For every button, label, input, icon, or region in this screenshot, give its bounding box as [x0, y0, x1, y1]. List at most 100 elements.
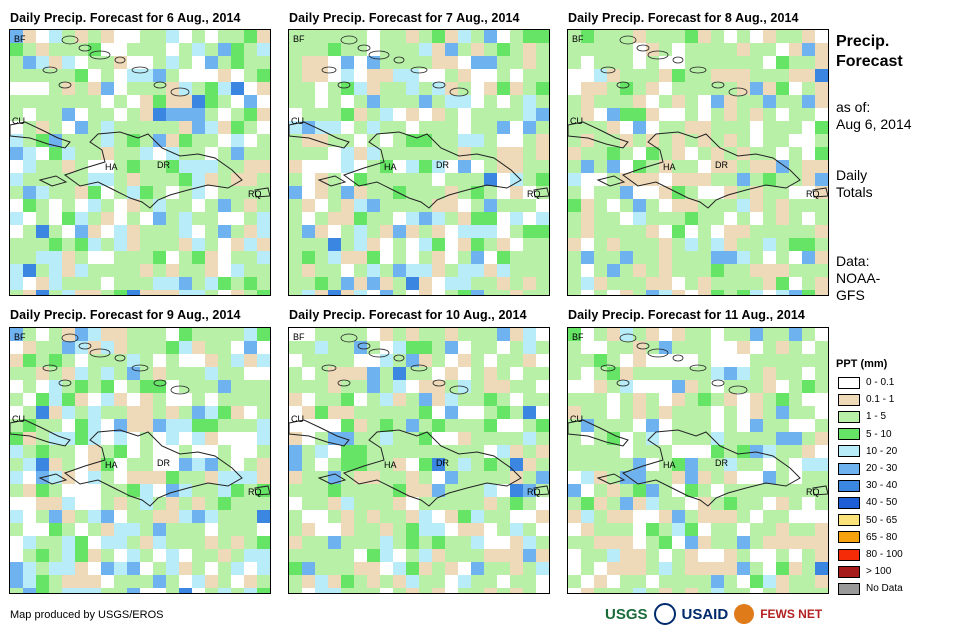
precip-cell [367, 471, 380, 484]
precip-cell [257, 199, 270, 212]
precip-cell [815, 471, 828, 484]
precip-cell [354, 380, 367, 393]
precip-cell [510, 277, 523, 290]
precip-cell [354, 419, 367, 432]
precip-cell [289, 445, 302, 458]
bahamas-island [42, 66, 58, 74]
map-label-rq: RQ [248, 189, 262, 199]
precip-cell [536, 147, 549, 160]
precip-cell [594, 147, 607, 160]
precip-cell [328, 341, 341, 354]
bahamas-island [58, 81, 72, 89]
precip-cell [763, 186, 776, 199]
precip-cell [205, 484, 218, 497]
precip-cell [607, 134, 620, 147]
precip-cell [568, 290, 581, 295]
precip-cell [581, 471, 594, 484]
precip-cell [581, 354, 594, 367]
precip-cell [192, 173, 205, 186]
precip-cell [380, 199, 393, 212]
precip-cell [419, 419, 432, 432]
precip-cell [724, 445, 737, 458]
precip-cell [737, 95, 750, 108]
precip-cell [445, 43, 458, 56]
legend-label: 10 - 20 [866, 445, 898, 457]
precip-cell [419, 277, 432, 290]
precip-cell [205, 264, 218, 277]
precip-cell [776, 328, 789, 341]
precip-cell [289, 43, 302, 56]
legend-label: 30 - 40 [866, 480, 898, 492]
precip-cell [166, 212, 179, 225]
precip-cell [510, 471, 523, 484]
precip-cell [763, 510, 776, 523]
precip-cell [166, 549, 179, 562]
precip-cell [23, 225, 36, 238]
precip-cell [568, 497, 581, 510]
precip-cell [218, 328, 231, 341]
precip-cell [419, 30, 432, 43]
precip-cell [328, 497, 341, 510]
precip-cell [737, 536, 750, 549]
legend-swatch [838, 445, 860, 458]
precip-cell [815, 575, 828, 588]
precip-cell [724, 56, 737, 69]
precip-cell [568, 95, 581, 108]
precip-cell [698, 393, 711, 406]
precip-cell [510, 186, 523, 199]
precip-cell [711, 212, 724, 225]
precip-cell [231, 108, 244, 121]
precip-cell [192, 238, 205, 251]
precip-cell [607, 121, 620, 134]
precip-cell [153, 341, 166, 354]
precip-cell [166, 134, 179, 147]
precip-cell [218, 510, 231, 523]
precip-cell [419, 380, 432, 393]
legend-label: 50 - 65 [866, 514, 898, 526]
precip-cell [510, 588, 523, 593]
precip-cell [354, 186, 367, 199]
precip-cell [620, 43, 633, 56]
precip-cell [620, 56, 633, 69]
precip-cell [62, 549, 75, 562]
precip-cell [62, 277, 75, 290]
precip-cell [406, 212, 419, 225]
precip-cell [750, 458, 763, 471]
map-label-bf: BF [293, 34, 305, 44]
precip-cell [763, 406, 776, 419]
precip-cell [523, 588, 536, 593]
precip-cell [231, 497, 244, 510]
precip-cell [471, 432, 484, 445]
precip-cell [568, 458, 581, 471]
precip-cell [36, 95, 49, 108]
precip-cell [231, 549, 244, 562]
precip-cell [62, 367, 75, 380]
precip-cell [432, 328, 445, 341]
precip-cell [419, 484, 432, 497]
precip-cell [432, 160, 445, 173]
precip-cell [471, 393, 484, 406]
precip-cell [672, 82, 685, 95]
precip-cell [659, 367, 672, 380]
precip-cell [153, 510, 166, 523]
precip-cell [153, 30, 166, 43]
precip-cell [23, 134, 36, 147]
precip-cell [523, 575, 536, 588]
precip-cell [244, 186, 257, 199]
precip-cell [406, 186, 419, 199]
precip-cell [633, 69, 646, 82]
precip-cell [802, 328, 815, 341]
precip-cell [750, 419, 763, 432]
precip-cell [698, 290, 711, 295]
bahamas-island [647, 50, 669, 60]
precip-cell [205, 419, 218, 432]
precip-cell [620, 523, 633, 536]
precip-cell [471, 341, 484, 354]
precip-cell [23, 549, 36, 562]
precip-cell [763, 523, 776, 536]
bahamas-island [131, 66, 149, 74]
precip-cell [244, 147, 257, 160]
precip-cell [10, 575, 23, 588]
legend-label: 5 - 10 [866, 428, 892, 440]
precip-cell [789, 173, 802, 186]
